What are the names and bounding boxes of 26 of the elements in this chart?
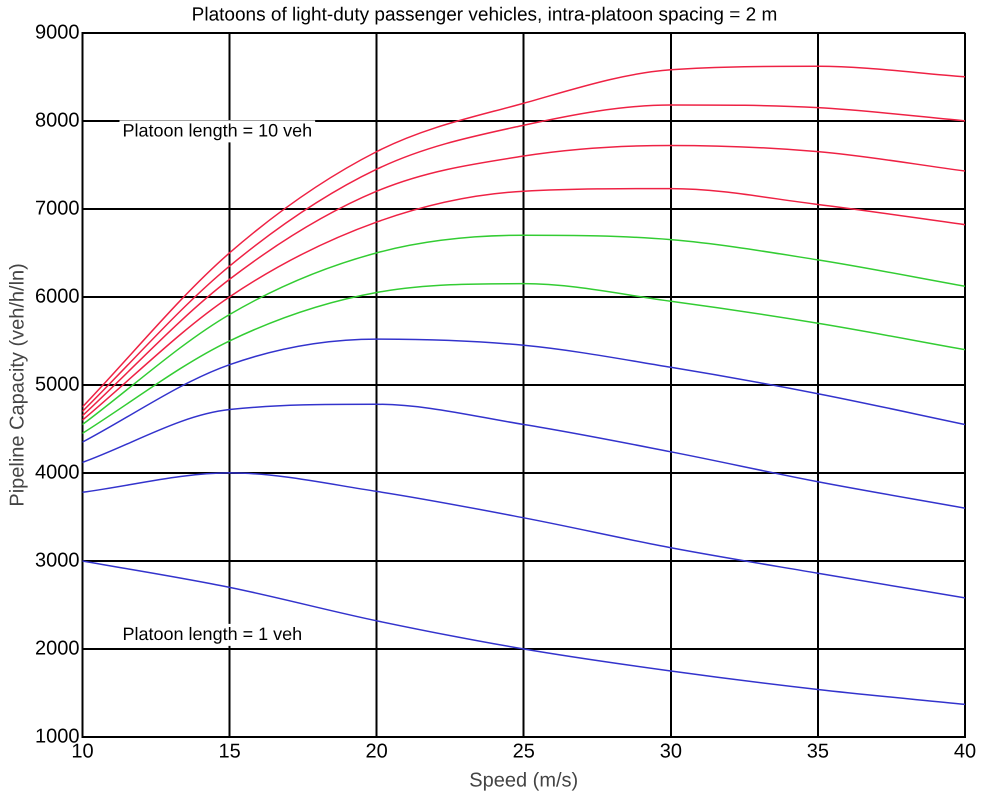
y-tick-label: 7000: [34, 197, 80, 220]
y-tick-label: 4000: [34, 461, 80, 484]
x-axis-title: Speed (m/s): [469, 770, 578, 792]
y-tick-label: 8000: [34, 109, 80, 132]
x-tick-label: 20: [366, 740, 388, 763]
line-series: [82, 338, 965, 443]
y-tick-label: 5000: [34, 373, 80, 396]
y-tick-label: 2000: [34, 637, 80, 660]
x-tick-label: 25: [512, 740, 535, 763]
x-tick-label: 40: [954, 740, 976, 763]
y-tick-label: 3000: [34, 549, 80, 572]
chart-title: Platoons of light-duty passenger vehicles, intra-platoon spacing = 2 m: [192, 4, 778, 26]
x-tick-label: 15: [218, 740, 241, 763]
annotation: Platoon length = 1 veh: [122, 624, 302, 644]
line-series: [82, 560, 965, 706]
line-series: [82, 472, 965, 599]
x-tick-label: 35: [806, 740, 830, 763]
y-axis-title: Pipeline Capacity (veh/h/ln): [6, 263, 29, 507]
line-series: [82, 282, 965, 434]
line-series: [82, 404, 965, 509]
y-tick-label: 6000: [34, 285, 80, 308]
annotation: Platoon length = 10 veh: [122, 120, 312, 140]
x-tick-label: 30: [660, 740, 682, 763]
y-tick-label: 9000: [34, 21, 80, 44]
line-series: [82, 234, 965, 426]
line-series: [82, 188, 965, 421]
